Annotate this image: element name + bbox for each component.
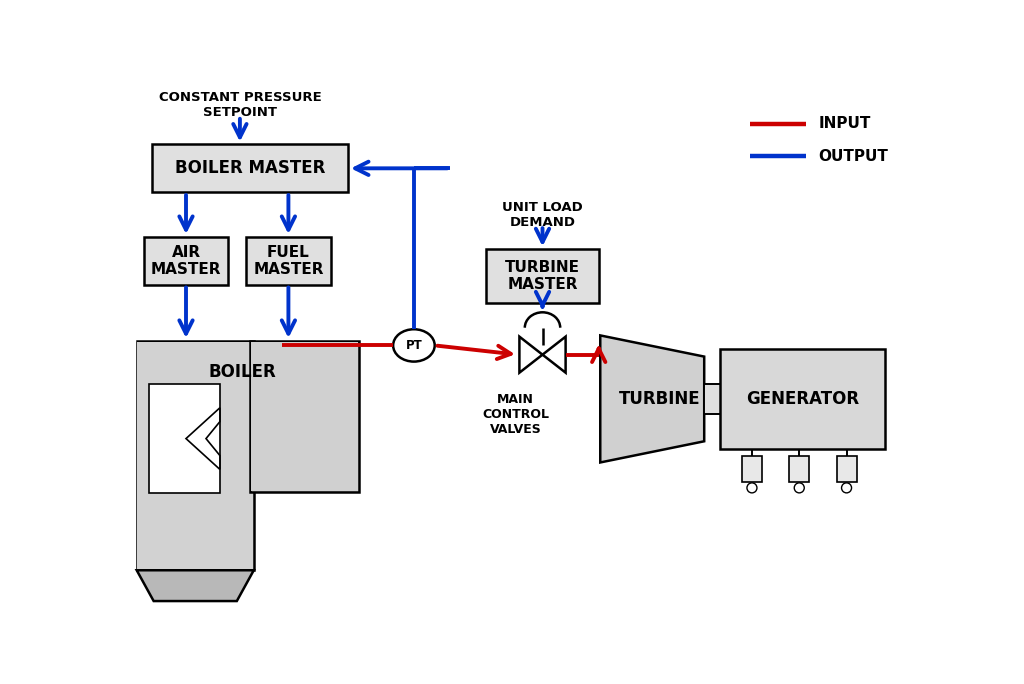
Text: BOILER MASTER: BOILER MASTER [175, 159, 325, 177]
Circle shape [746, 483, 757, 493]
Bar [742, 456, 762, 482]
Bar [251, 341, 358, 491]
Text: OUTPUT: OUTPUT [818, 148, 888, 163]
Bar [705, 384, 721, 414]
Text: TURBINE
MASTER: TURBINE MASTER [505, 260, 580, 292]
Bar [150, 384, 220, 493]
Text: UNIT LOAD
DEMAND: UNIT LOAD DEMAND [502, 200, 583, 228]
Polygon shape [600, 335, 705, 462]
Polygon shape [519, 337, 543, 373]
Polygon shape [543, 337, 565, 373]
Text: PT: PT [406, 339, 422, 352]
Circle shape [842, 483, 852, 493]
Polygon shape [137, 570, 254, 601]
Bar [790, 456, 809, 482]
Bar [143, 237, 228, 285]
Text: CONSTANT PRESSURE
SETPOINT: CONSTANT PRESSURE SETPOINT [159, 92, 322, 119]
Text: AIR
MASTER: AIR MASTER [151, 244, 221, 277]
Text: MAIN
CONTROL
VALVES: MAIN CONTROL VALVES [482, 393, 549, 436]
Circle shape [795, 483, 804, 493]
Bar [837, 456, 856, 482]
Bar [250, 341, 359, 492]
Text: GENERATOR: GENERATOR [745, 390, 859, 408]
Polygon shape [186, 408, 220, 469]
Ellipse shape [393, 329, 435, 362]
Text: INPUT: INPUT [818, 116, 870, 131]
Text: BOILER: BOILER [208, 363, 276, 380]
Text: FUEL
MASTER: FUEL MASTER [253, 244, 324, 277]
Bar [137, 341, 254, 570]
Bar [720, 349, 885, 449]
Bar [137, 341, 253, 570]
Bar [152, 144, 348, 192]
Bar [246, 237, 331, 285]
Text: TURBINE: TURBINE [620, 390, 700, 408]
Bar [485, 249, 599, 303]
